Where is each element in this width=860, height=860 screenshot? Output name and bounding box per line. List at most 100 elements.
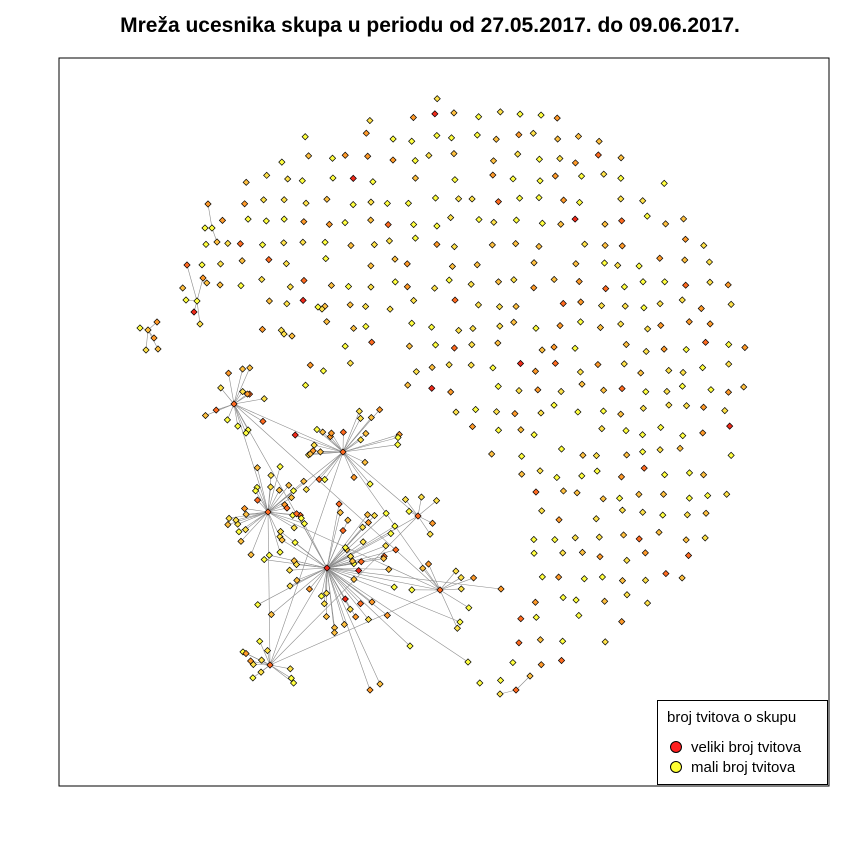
network-node (684, 551, 693, 560)
network-node (411, 157, 419, 165)
network-node (286, 566, 294, 574)
network-node (390, 583, 398, 591)
network-edge (233, 403, 269, 513)
network-node (635, 535, 643, 543)
network-node (697, 304, 705, 313)
network-node (431, 284, 439, 292)
network-edge (326, 567, 461, 623)
network-node (344, 516, 352, 524)
network-node (661, 278, 669, 286)
network-node (247, 657, 255, 665)
network-node (419, 564, 427, 572)
network-node (594, 360, 602, 369)
network-node (242, 429, 250, 437)
network-node (706, 320, 714, 328)
network-node (450, 243, 458, 251)
network-node (530, 284, 538, 292)
network-node (596, 553, 604, 561)
network-node (199, 274, 207, 282)
network-node (299, 238, 307, 246)
network-node (237, 537, 245, 545)
network-edge (324, 567, 328, 604)
network-node (322, 612, 331, 621)
network-node (310, 441, 318, 449)
network-node (213, 238, 221, 246)
network-node (293, 576, 301, 584)
network-node (512, 216, 520, 224)
network-node (339, 428, 347, 436)
network-node (551, 172, 559, 180)
network-node (445, 276, 453, 284)
network-node (662, 569, 670, 578)
network-edge (240, 511, 269, 542)
network-node (509, 175, 517, 183)
network-node (510, 276, 518, 284)
network-node (391, 278, 399, 286)
network-edge (326, 525, 396, 569)
network-node (356, 600, 365, 608)
network-node (339, 448, 347, 456)
network-edge (439, 589, 469, 609)
network-edge (244, 508, 269, 513)
network-edge (326, 515, 419, 569)
network-node (283, 504, 291, 512)
network-node (600, 170, 608, 178)
network-node (306, 361, 314, 369)
network-node (212, 406, 220, 414)
network-node (635, 490, 643, 498)
network-node (538, 219, 546, 227)
network-node (275, 486, 283, 494)
network-node (242, 178, 250, 186)
network-node (344, 282, 353, 291)
network-node (357, 558, 365, 566)
network-node (276, 548, 284, 556)
network-node (741, 343, 749, 352)
network-node (198, 261, 206, 269)
network-node (724, 281, 732, 289)
network-edge (326, 567, 441, 591)
network-node (359, 523, 367, 531)
network-edge (326, 567, 361, 604)
network-node (258, 325, 266, 333)
network-node (681, 256, 689, 264)
network-edge (245, 653, 271, 666)
network-node (425, 151, 433, 160)
network-node (578, 472, 586, 480)
network-node (512, 686, 520, 694)
network-node (346, 552, 355, 560)
network-node (406, 642, 414, 650)
network-node (431, 194, 440, 202)
network-node (679, 432, 687, 440)
network-node (556, 154, 564, 163)
network-node (579, 451, 587, 459)
network-node (639, 508, 647, 516)
network-node (472, 405, 480, 414)
network-node (496, 676, 505, 684)
network-node (426, 530, 434, 538)
network-node (290, 679, 298, 687)
network-node (592, 452, 601, 460)
network-node (144, 326, 152, 334)
network-node (258, 241, 267, 249)
network-node (412, 368, 420, 376)
network-node (516, 359, 525, 368)
network-node (256, 637, 264, 645)
network-node (182, 296, 190, 304)
network-node (451, 176, 459, 184)
network-node (428, 384, 436, 392)
network-node (433, 222, 441, 230)
network-node (447, 134, 456, 142)
network-node (550, 343, 558, 351)
network-node (403, 260, 411, 268)
network-node (394, 441, 402, 449)
network-node (706, 278, 714, 286)
network-node (578, 380, 586, 388)
legend-marker-low (670, 761, 682, 773)
network-node (619, 531, 628, 539)
network-edge (326, 503, 340, 569)
network-node (201, 411, 210, 420)
network-node (701, 534, 709, 542)
network-node (526, 672, 534, 680)
network-node (550, 275, 558, 284)
network-node (641, 576, 650, 584)
